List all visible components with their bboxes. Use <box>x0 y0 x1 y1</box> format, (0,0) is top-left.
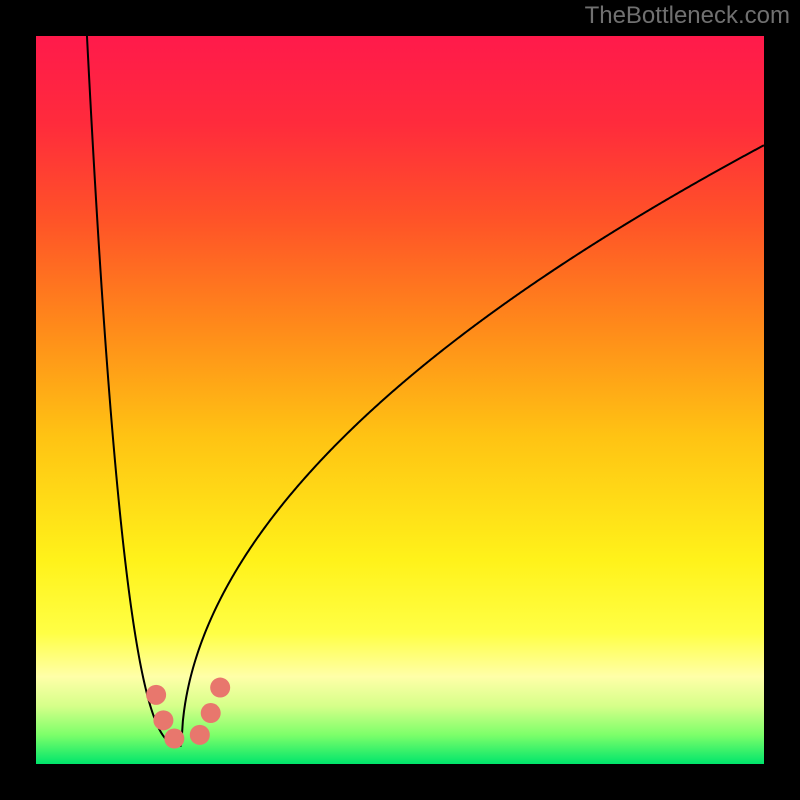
dip-marker <box>146 685 166 705</box>
bottleneck-chart <box>0 0 800 800</box>
dip-marker <box>164 729 184 749</box>
chart-stage: TheBottleneck.com <box>0 0 800 800</box>
plot-area <box>36 36 764 764</box>
dip-marker <box>190 725 210 745</box>
dip-marker <box>201 703 221 723</box>
dip-marker <box>210 678 230 698</box>
watermark-text: TheBottleneck.com <box>585 2 790 30</box>
dip-marker <box>153 710 173 730</box>
